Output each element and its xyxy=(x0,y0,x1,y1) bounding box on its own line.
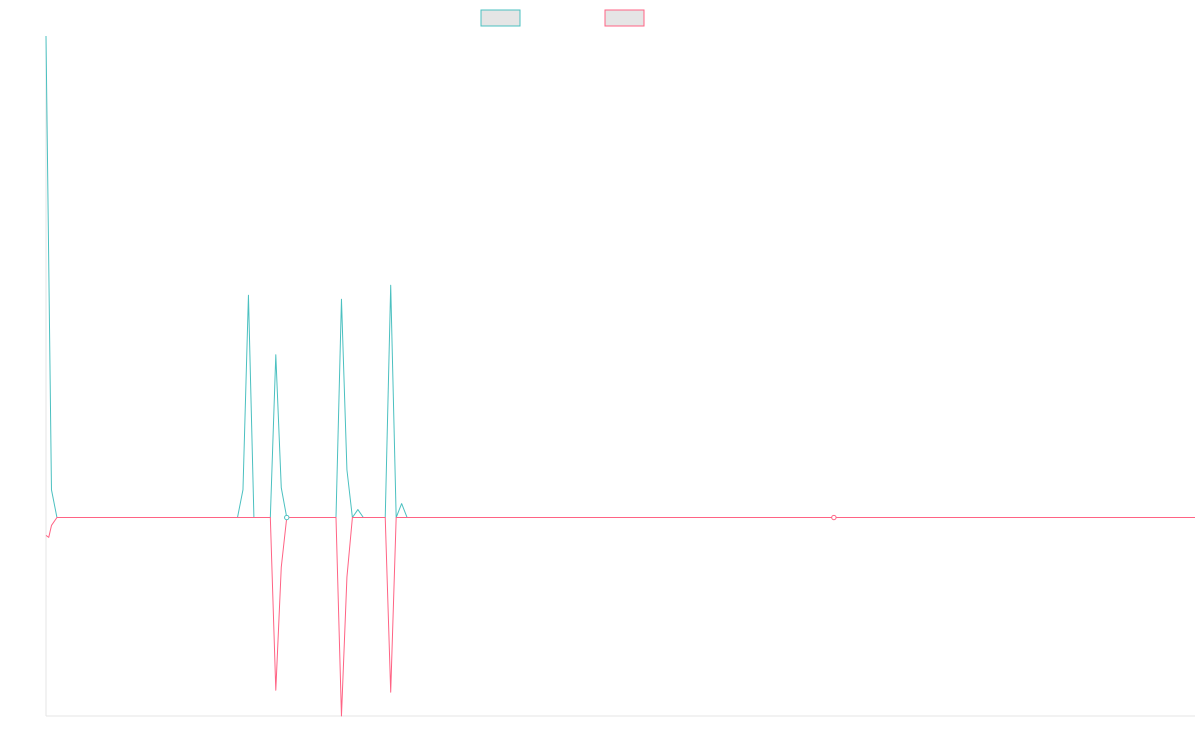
series-line-0 xyxy=(45,35,1195,519)
series-line-1 xyxy=(45,517,1195,717)
data-point-marker-0[interactable] xyxy=(284,514,290,521)
axes xyxy=(45,36,1195,717)
series-group xyxy=(45,35,1195,717)
legend-item-0[interactable] xyxy=(480,9,521,27)
legend-swatch-1[interactable] xyxy=(604,9,645,27)
legend[interactable] xyxy=(480,9,645,27)
data-point-marker-1[interactable] xyxy=(831,514,837,521)
legend-swatch-0[interactable] xyxy=(480,9,521,27)
point-markers xyxy=(284,514,837,521)
legend-item-1[interactable] xyxy=(604,9,645,27)
